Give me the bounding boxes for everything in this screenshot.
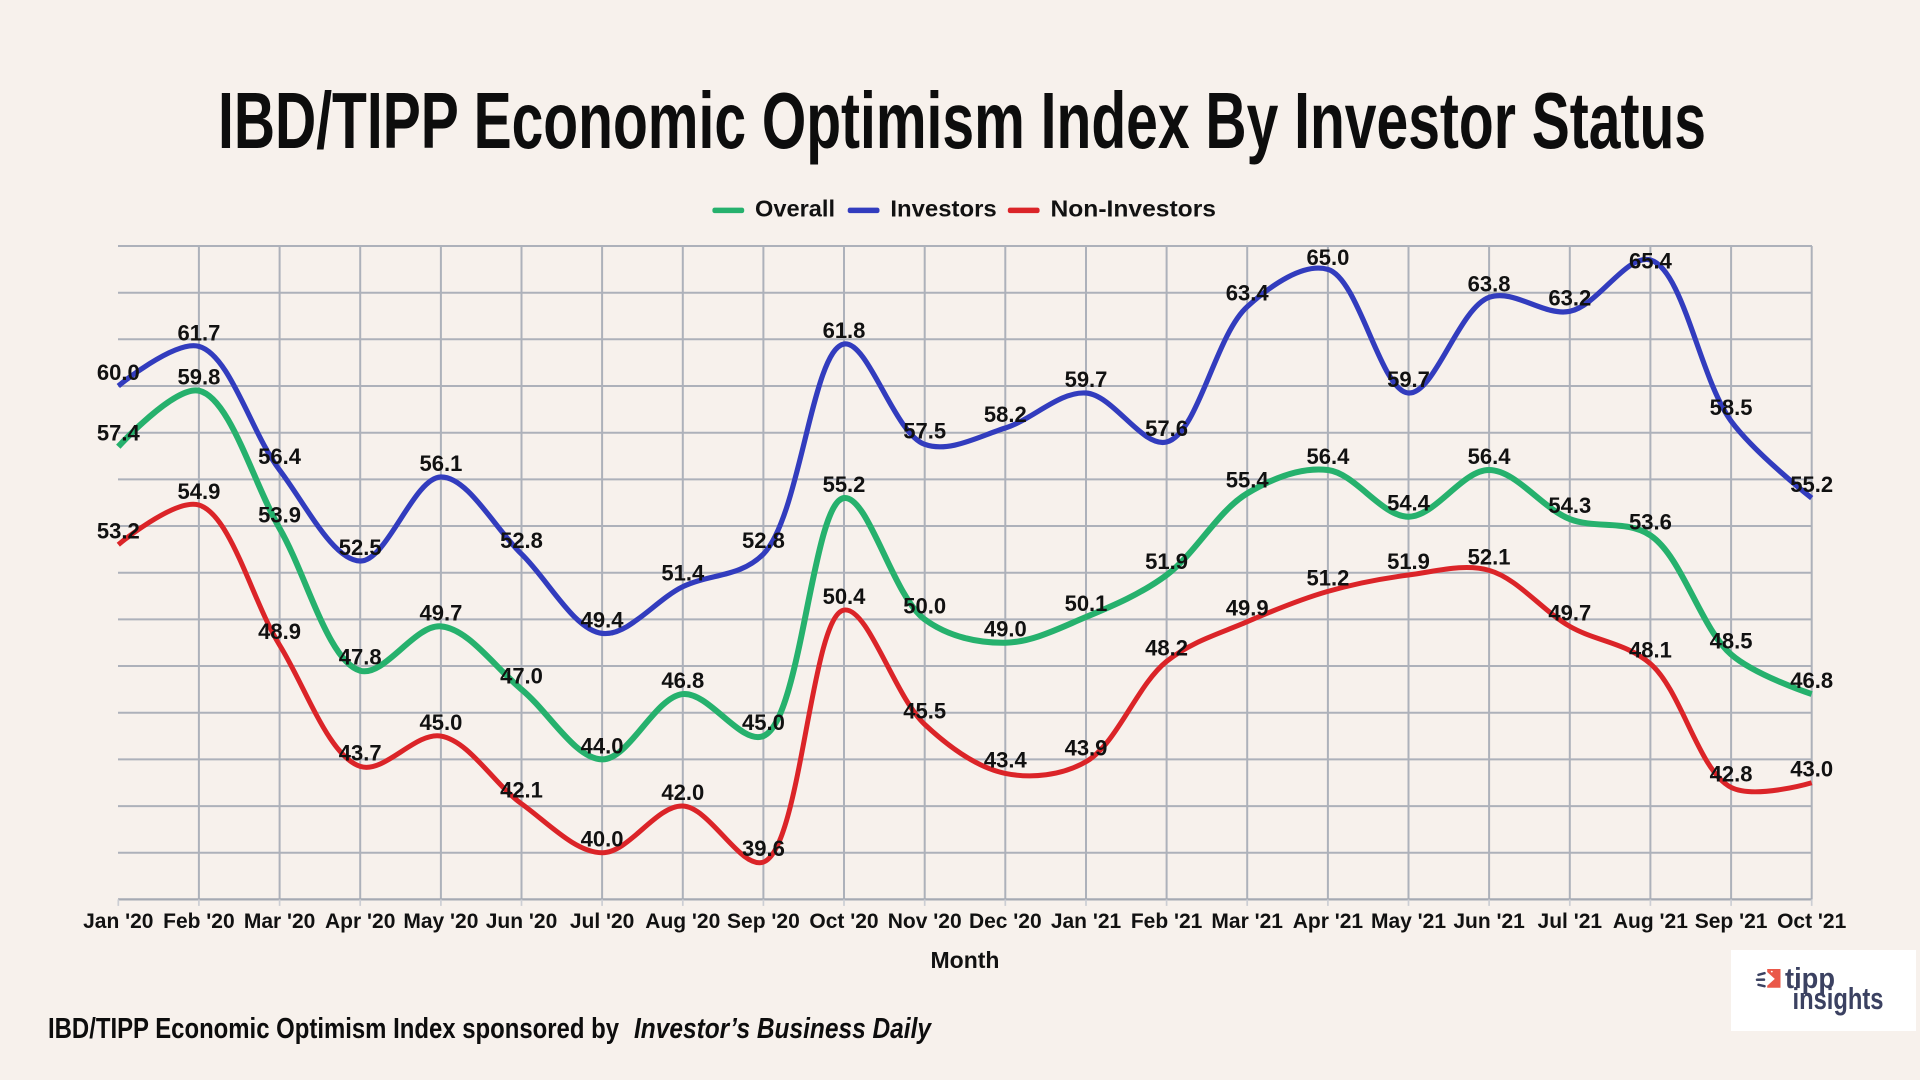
svg-text:48.1: 48.1 — [1629, 638, 1672, 663]
svg-text:51.4: 51.4 — [661, 561, 705, 586]
svg-text:56.4: 56.4 — [1468, 444, 1512, 469]
svg-text:45.0: 45.0 — [742, 710, 785, 735]
svg-text:49.9: 49.9 — [1226, 596, 1269, 621]
svg-text:63.8: 63.8 — [1468, 271, 1511, 296]
svg-text:40.0: 40.0 — [581, 827, 624, 852]
svg-text:Oct '20: Oct '20 — [809, 910, 878, 933]
svg-text:55.4: 55.4 — [1226, 467, 1270, 492]
svg-text:61.7: 61.7 — [177, 320, 220, 345]
svg-text:60.0: 60.0 — [97, 360, 140, 385]
svg-text:Jun '20: Jun '20 — [486, 910, 558, 933]
svg-text:53.9: 53.9 — [258, 502, 301, 527]
svg-text:42.8: 42.8 — [1710, 761, 1753, 786]
svg-text:55.2: 55.2 — [823, 472, 866, 497]
svg-text:59.7: 59.7 — [1065, 367, 1108, 392]
svg-text:Mar '21: Mar '21 — [1211, 910, 1283, 933]
svg-text:Month: Month — [931, 947, 1000, 973]
svg-text:47.8: 47.8 — [339, 645, 382, 670]
svg-text:54.9: 54.9 — [177, 479, 220, 504]
svg-text:Jan '21: Jan '21 — [1051, 910, 1122, 933]
svg-text:61.8: 61.8 — [823, 318, 866, 343]
svg-text:IBD/TIPP Economic Optimism Ind: IBD/TIPP Economic Optimism Index sponsor… — [48, 1013, 619, 1045]
svg-text:49.4: 49.4 — [581, 607, 625, 632]
svg-text:49.7: 49.7 — [1548, 600, 1591, 625]
svg-text:43.4: 43.4 — [984, 747, 1028, 772]
svg-text:57.4: 57.4 — [97, 421, 141, 446]
svg-text:54.3: 54.3 — [1548, 493, 1591, 518]
svg-text:47.0: 47.0 — [500, 663, 543, 688]
svg-text:43.0: 43.0 — [1790, 757, 1833, 782]
svg-text:49.0: 49.0 — [984, 617, 1027, 642]
svg-text:43.7: 43.7 — [339, 740, 382, 765]
svg-text:51.9: 51.9 — [1387, 549, 1430, 574]
svg-text:Investor’s Business Daily: Investor’s Business Daily — [634, 1013, 933, 1045]
svg-text:IBD/TIPP Economic Optimism Ind: IBD/TIPP Economic Optimism Index By Inve… — [218, 76, 1706, 165]
svg-text:May '20: May '20 — [403, 910, 478, 933]
svg-text:insights: insights — [1793, 981, 1884, 1016]
svg-text:57.5: 57.5 — [903, 418, 946, 443]
svg-text:Jul '20: Jul '20 — [570, 910, 635, 933]
svg-text:49.7: 49.7 — [419, 600, 462, 625]
svg-text:52.1: 52.1 — [1468, 544, 1511, 569]
svg-text:50.4: 50.4 — [823, 584, 867, 609]
svg-text:Overall: Overall — [755, 196, 835, 222]
svg-text:50.0: 50.0 — [903, 593, 946, 618]
svg-text:55.2: 55.2 — [1790, 472, 1833, 497]
svg-text:56.1: 56.1 — [419, 451, 462, 476]
svg-text:46.8: 46.8 — [661, 668, 704, 693]
svg-text:Jul '21: Jul '21 — [1538, 910, 1603, 933]
svg-text:Feb '21: Feb '21 — [1131, 910, 1203, 933]
svg-text:48.9: 48.9 — [258, 619, 301, 644]
svg-text:Jan '20: Jan '20 — [83, 910, 153, 933]
svg-text:65.0: 65.0 — [1306, 245, 1349, 270]
svg-text:51.2: 51.2 — [1306, 565, 1349, 590]
svg-text:May '21: May '21 — [1371, 910, 1446, 933]
svg-text:Aug '20: Aug '20 — [645, 910, 720, 933]
svg-text:63.4: 63.4 — [1226, 281, 1270, 306]
svg-text:Apr '21: Apr '21 — [1293, 910, 1364, 933]
svg-text:65.4: 65.4 — [1629, 249, 1673, 274]
svg-text:Investors: Investors — [890, 196, 996, 222]
svg-text:48.5: 48.5 — [1710, 628, 1753, 653]
svg-text:51.9: 51.9 — [1145, 549, 1188, 574]
svg-text:44.0: 44.0 — [581, 733, 624, 758]
svg-text:50.1: 50.1 — [1065, 591, 1108, 616]
svg-text:42.0: 42.0 — [661, 780, 704, 805]
svg-text:59.7: 59.7 — [1387, 367, 1430, 392]
svg-text:45.5: 45.5 — [903, 698, 946, 723]
svg-text:52.8: 52.8 — [742, 528, 785, 553]
svg-text:Sep '21: Sep '21 — [1695, 910, 1768, 933]
svg-text:39.6: 39.6 — [742, 836, 785, 861]
svg-text:43.9: 43.9 — [1065, 736, 1108, 761]
svg-text:Oct '21: Oct '21 — [1777, 910, 1847, 933]
svg-text:Dec '20: Dec '20 — [969, 910, 1042, 933]
svg-text:Sep '20: Sep '20 — [727, 910, 800, 933]
svg-text:Feb '20: Feb '20 — [163, 910, 235, 933]
svg-text:63.2: 63.2 — [1548, 285, 1591, 310]
svg-text:Non-Investors: Non-Investors — [1051, 196, 1217, 222]
svg-text:Apr '20: Apr '20 — [325, 910, 395, 933]
svg-text:Aug '21: Aug '21 — [1613, 910, 1688, 933]
svg-text:58.2: 58.2 — [984, 402, 1027, 427]
svg-text:56.4: 56.4 — [1306, 444, 1350, 469]
svg-text:59.8: 59.8 — [177, 365, 220, 390]
svg-text:52.8: 52.8 — [500, 528, 543, 553]
svg-text:56.4: 56.4 — [258, 444, 302, 469]
svg-text:53.2: 53.2 — [97, 519, 140, 544]
svg-text:Mar '20: Mar '20 — [244, 910, 316, 933]
svg-text:Nov '20: Nov '20 — [888, 910, 962, 933]
svg-text:57.6: 57.6 — [1145, 416, 1188, 441]
svg-text:58.5: 58.5 — [1710, 395, 1753, 420]
svg-text:54.4: 54.4 — [1387, 491, 1431, 516]
svg-text:48.2: 48.2 — [1145, 635, 1188, 660]
svg-text:52.5: 52.5 — [339, 535, 382, 560]
svg-text:42.1: 42.1 — [500, 778, 543, 803]
svg-text:45.0: 45.0 — [419, 710, 462, 735]
svg-text:tipp: tipp — [1785, 963, 1835, 995]
svg-text:Jun '21: Jun '21 — [1453, 910, 1525, 933]
svg-text:53.6: 53.6 — [1629, 509, 1672, 534]
svg-text:46.8: 46.8 — [1790, 668, 1833, 693]
